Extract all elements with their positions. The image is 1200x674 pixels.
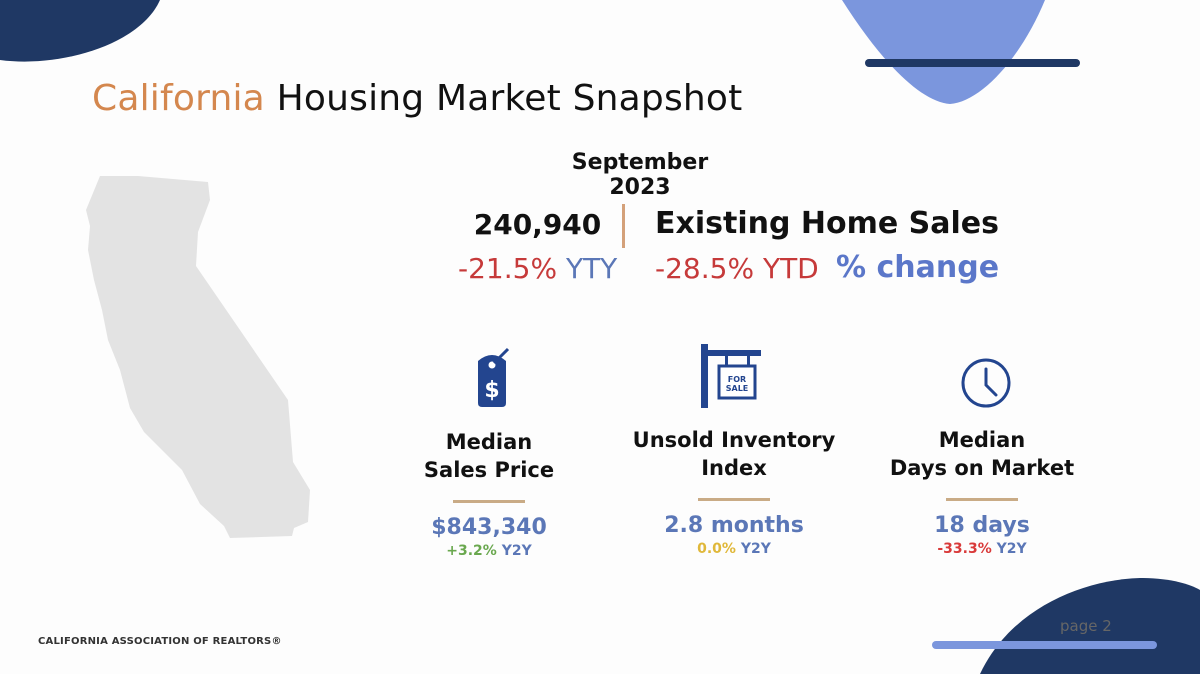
page-number: page 2 <box>1060 617 1112 635</box>
metric-title-line-2: Sales Price <box>423 458 555 482</box>
percent-change-label: % change <box>836 250 1000 285</box>
footer-organization: CALIFORNIA ASSOCIATION OF REALTORS® <box>38 636 282 647</box>
metric-title-line-1: Unsold Inventory <box>632 428 836 452</box>
metric-divider <box>698 498 770 501</box>
ytd-unit: YTD <box>762 252 819 285</box>
metric-title: Median Sales Price <box>404 428 574 484</box>
title-accent: California <box>92 78 265 119</box>
yty-value: -21.5% <box>458 252 558 285</box>
clock-icon <box>961 358 1011 408</box>
yty-change: -21.5% YTY <box>458 252 617 285</box>
existing-sales-value: 240,940 <box>473 208 602 241</box>
metric-title-line-1: Median <box>938 428 1026 452</box>
top-left-navy-shape <box>0 0 160 62</box>
ytd-change: -28.5% YTD <box>655 252 819 285</box>
metric-change-unit: Y2Y <box>996 541 1027 557</box>
metric-value: 2.8 months <box>664 513 804 538</box>
metric-title: Median Days on Market <box>876 426 1088 482</box>
metric-median-sales-price: Median Sales Price $843,340 +3.2% Y2Y <box>404 428 574 561</box>
svg-text:$: $ <box>484 378 499 403</box>
california-map-icon <box>86 176 310 538</box>
sign-line-1: FOR <box>727 375 747 384</box>
metric-divider <box>946 498 1018 501</box>
metric-title: Unsold Inventory Index <box>624 426 844 482</box>
metric-divider <box>453 500 525 503</box>
metric-median-days-on-market: Median Days on Market 18 days -33.3% Y2Y <box>876 426 1088 559</box>
metric-change-value: +3.2% <box>446 543 497 559</box>
metric-value: 18 days <box>934 513 1030 538</box>
period-label: September 2023 <box>571 150 709 200</box>
metric-unsold-inventory-index: Unsold Inventory Index 2.8 months 0.0% Y… <box>624 426 844 559</box>
page-title: California Housing Market Snapshot <box>92 78 742 119</box>
for-sale-sign-icon: FOR SALE <box>695 340 765 410</box>
metric-change-value: -33.3% <box>937 541 992 557</box>
metric-change-unit: Y2Y <box>501 543 532 559</box>
existing-sales-label: Existing Home Sales <box>655 206 999 241</box>
title-rest: Housing Market Snapshot <box>276 78 743 119</box>
sign-line-2: SALE <box>725 384 749 393</box>
metric-title-line-1: Median <box>445 430 533 454</box>
metric-title-line-2: Index <box>701 456 767 480</box>
sales-divider <box>622 204 625 248</box>
bottom-right-navy-shape <box>932 578 1200 674</box>
ytd-value: -28.5% <box>655 252 755 285</box>
metric-change: -33.3% Y2Y <box>876 539 1088 559</box>
metric-change: 0.0% Y2Y <box>624 539 844 559</box>
metric-change-unit: Y2Y <box>740 541 771 557</box>
metric-title-line-2: Days on Market <box>889 456 1075 480</box>
price-tag-icon: $ <box>478 347 510 407</box>
metric-change: +3.2% Y2Y <box>404 541 574 561</box>
yty-unit: YTY <box>565 252 618 285</box>
top-right-blue-shape <box>842 0 1080 104</box>
metric-value: $843,340 <box>431 515 547 540</box>
metric-change-value: 0.0% <box>697 541 736 557</box>
